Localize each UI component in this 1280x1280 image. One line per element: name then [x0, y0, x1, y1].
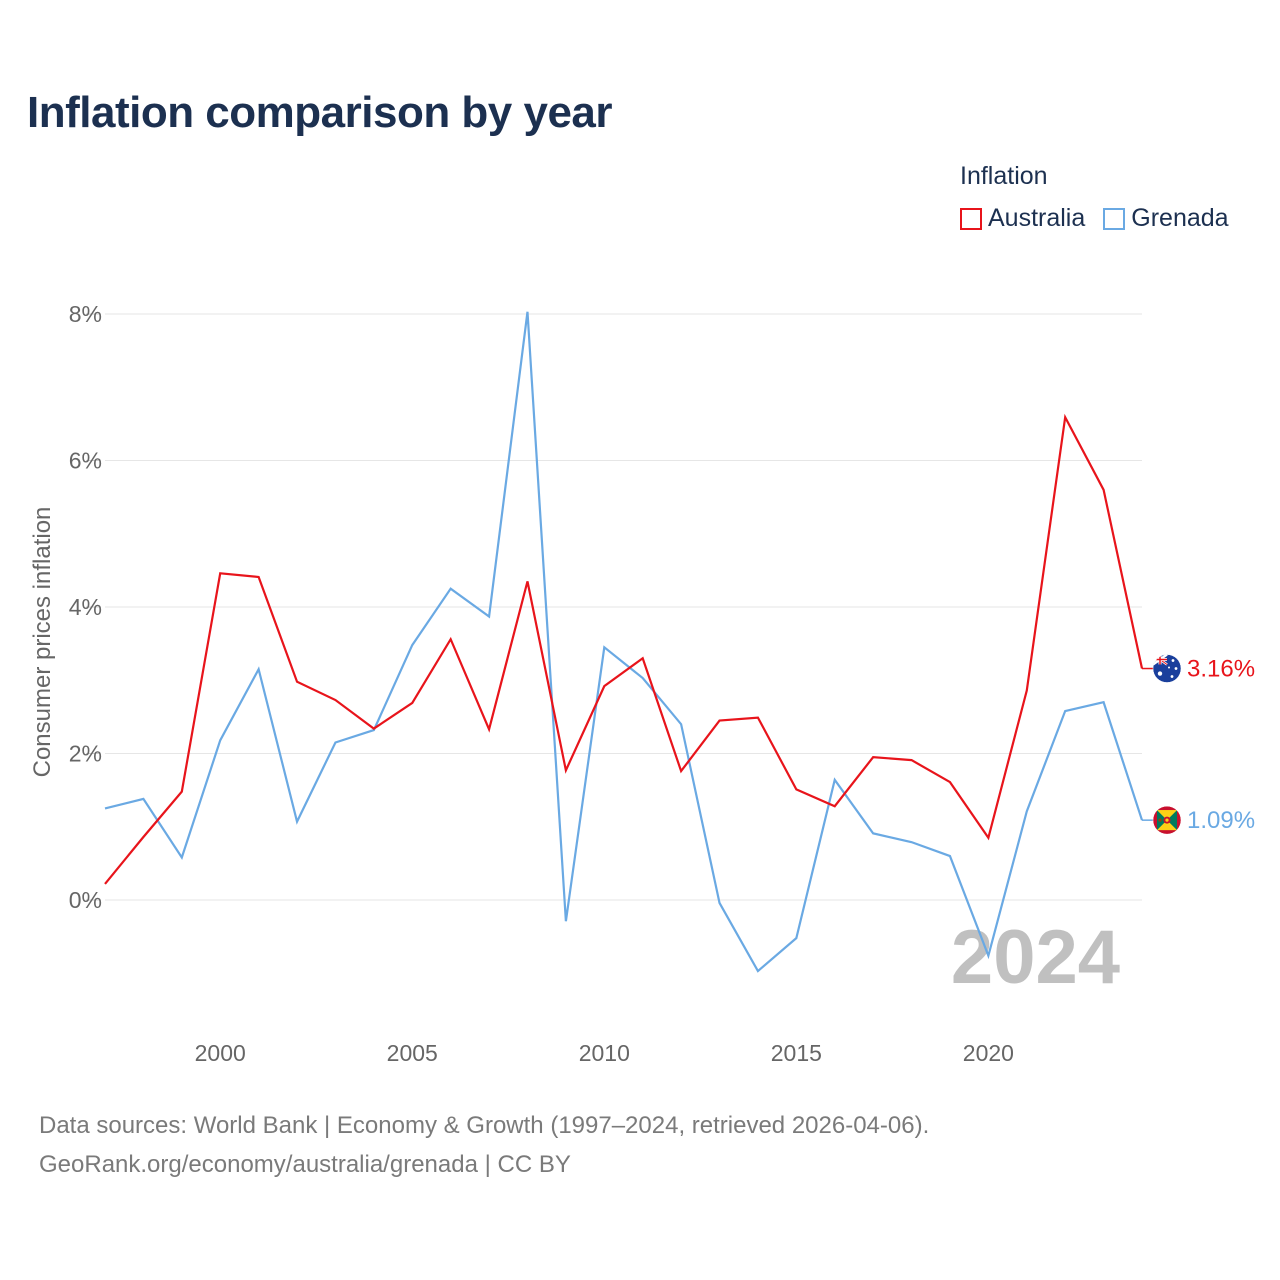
data-point-grenada-2001[interactable] [256, 666, 262, 672]
data-point-grenada-2003[interactable] [332, 740, 338, 746]
data-point-australia-2011[interactable] [640, 655, 646, 661]
data-point-grenada-2014[interactable] [755, 968, 761, 974]
data-point-australia-2015[interactable] [793, 786, 799, 792]
data-point-australia-2023[interactable] [1101, 487, 1107, 493]
data-point-australia-1997[interactable] [102, 881, 108, 887]
data-point-grenada-2011[interactable] [640, 675, 646, 681]
data-point-grenada-2012[interactable] [678, 721, 684, 727]
data-point-grenada-2007[interactable] [486, 614, 492, 620]
data-point-australia-2021[interactable] [1024, 688, 1030, 694]
legend: Australia Grenada [960, 204, 1247, 233]
data-point-australia-2001[interactable] [256, 574, 262, 580]
data-point-grenada-2021[interactable] [1024, 808, 1030, 814]
x-axis-ticks: 2000 2005 2010 2015 2020 [195, 1040, 1014, 1066]
data-point-australia-2014[interactable] [755, 715, 761, 721]
data-point-grenada-2020[interactable] [985, 953, 991, 959]
data-point-australia-2000[interactable] [217, 570, 223, 576]
data-point-australia-2013[interactable] [717, 718, 723, 724]
y-tick-label: 2% [69, 741, 102, 767]
data-point-australia-2010[interactable] [601, 683, 607, 689]
series-line-australia[interactable] [104, 413, 1144, 885]
data-point-grenada-2015[interactable] [793, 935, 799, 941]
data-point-grenada-1998[interactable] [140, 796, 146, 802]
source-note: Data sources: World Bank | Economy & Gro… [39, 1106, 929, 1184]
chart-title: Inflation comparison by year [27, 88, 613, 137]
end-markers: 1.09% 3.16% [1142, 654, 1255, 835]
data-point-grenada-2005[interactable] [409, 642, 415, 648]
data-point-australia-2020[interactable] [985, 835, 991, 841]
data-point-grenada-2002[interactable] [294, 819, 300, 825]
data-point-australia-2005[interactable] [409, 700, 415, 706]
data-point-australia-2003[interactable] [332, 697, 338, 703]
source-line-2[interactable]: GeoRank.org/economy/australia/grenada | … [39, 1151, 571, 1178]
data-point-grenada-2023[interactable] [1101, 699, 1107, 705]
data-point-australia-2016[interactable] [832, 803, 838, 809]
data-point-australia-2022[interactable] [1062, 414, 1068, 420]
legend-label-grenada: Grenada [1131, 204, 1229, 232]
data-point-australia-2018[interactable] [909, 757, 915, 763]
data-point-grenada-1997[interactable] [102, 805, 108, 811]
data-point-australia-2008[interactable] [524, 578, 530, 584]
data-point-grenada-2016[interactable] [832, 777, 838, 783]
legend-swatch-australia [960, 207, 982, 230]
x-tick-label: 2015 [771, 1040, 822, 1066]
legend-item-grenada[interactable]: Grenada [1103, 204, 1229, 233]
data-point-grenada-2018[interactable] [909, 839, 915, 845]
x-tick-label: 2010 [579, 1040, 630, 1066]
data-point-australia-2012[interactable] [678, 768, 684, 774]
series-group [102, 309, 1144, 974]
y-tick-label: 8% [69, 301, 102, 327]
y-axis-ticks: 0% 2% 4% 6% 8% [69, 301, 102, 913]
y-tick-label: 4% [69, 594, 102, 620]
data-point-australia-2004[interactable] [371, 726, 377, 732]
grenada-flag-icon [1152, 805, 1182, 835]
data-point-australia-2009[interactable] [563, 767, 569, 773]
data-point-grenada-2006[interactable] [448, 586, 454, 592]
y-tick-label: 6% [69, 448, 102, 474]
data-point-australia-2002[interactable] [294, 679, 300, 685]
data-point-australia-2017[interactable] [870, 754, 876, 760]
year-watermark: 2024 [951, 915, 1120, 1000]
data-point-australia-2006[interactable] [448, 636, 454, 642]
data-point-grenada-1999[interactable] [179, 855, 185, 861]
x-tick-label: 2020 [963, 1040, 1014, 1066]
data-point-grenada-2000[interactable] [217, 737, 223, 743]
legend-title: Inflation [960, 162, 1048, 190]
x-tick-label: 2000 [195, 1040, 246, 1066]
data-point-grenada-2009[interactable] [563, 918, 569, 924]
data-point-grenada-2017[interactable] [870, 830, 876, 836]
source-line-1: Data sources: World Bank | Economy & Gro… [39, 1112, 930, 1139]
data-point-grenada-2013[interactable] [717, 900, 723, 906]
line-chart: 0% 2% 4% 6% 8% 2000 2005 2010 2015 2020 Consumer… [29, 301, 1255, 1066]
data-point-grenada-2008[interactable] [524, 309, 530, 315]
data-point-australia-2007[interactable] [486, 726, 492, 732]
y-tick-label: 0% [69, 887, 102, 913]
x-tick-label: 2005 [387, 1040, 438, 1066]
legend-label-australia: Australia [988, 204, 1086, 232]
series-line-grenada[interactable] [104, 311, 1144, 973]
end-value-label-australia: 3.16% [1187, 656, 1255, 683]
legend-item-australia[interactable]: Australia [960, 204, 1085, 233]
data-point-grenada-2019[interactable] [947, 853, 953, 859]
end-value-label-grenada: 1.09% [1187, 807, 1255, 834]
australia-flag-icon [1152, 654, 1182, 683]
data-point-grenada-2022[interactable] [1062, 708, 1068, 714]
legend-swatch-grenada [1103, 207, 1126, 230]
grid [105, 313, 1142, 901]
data-point-australia-2019[interactable] [947, 779, 953, 785]
y-axis-label: Consumer prices inflation [29, 507, 56, 778]
data-point-grenada-2010[interactable] [601, 644, 607, 650]
data-point-australia-1999[interactable] [179, 789, 185, 795]
data-point-australia-1998[interactable] [140, 834, 146, 840]
